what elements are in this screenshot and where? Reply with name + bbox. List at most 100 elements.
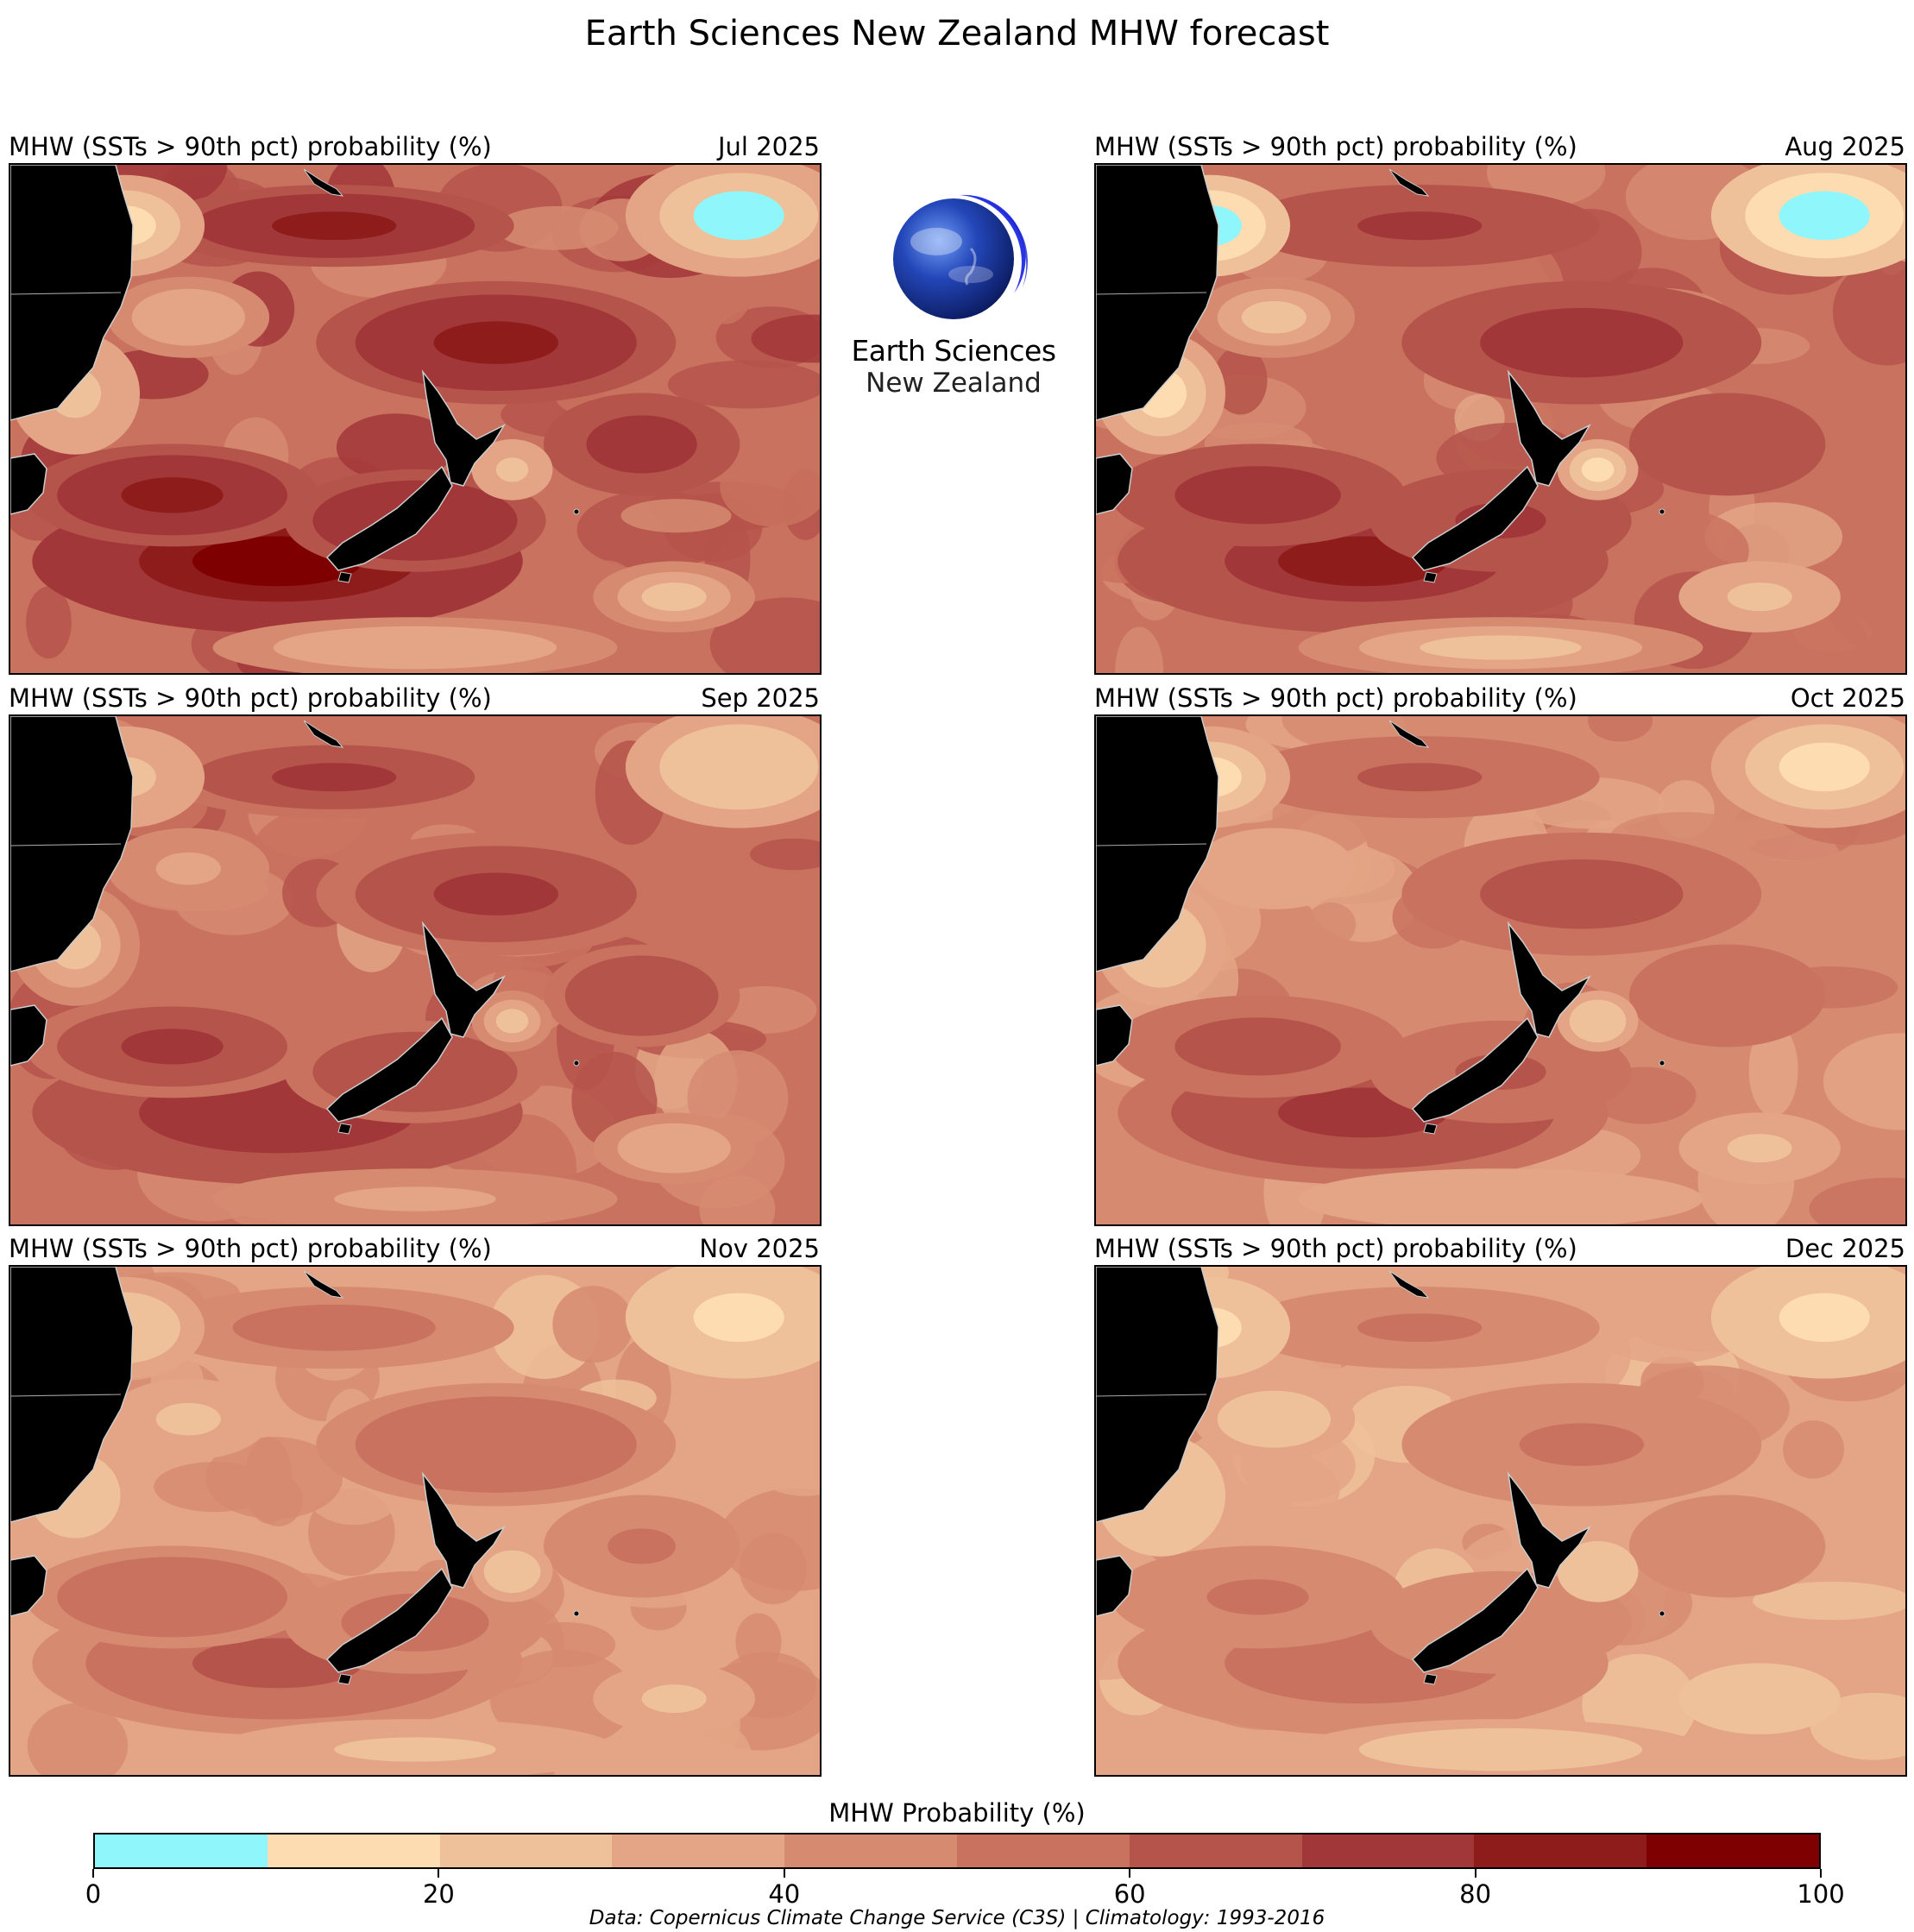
- tasmania-landmass: [1096, 1555, 1133, 1617]
- tasmania-landmass: [1096, 1004, 1133, 1067]
- chatham-islands: [1659, 508, 1665, 515]
- state-border: [10, 1394, 122, 1397]
- probability-contour: [1306, 902, 1357, 947]
- probability-contour: [1519, 321, 1645, 364]
- probability-contour: [608, 1528, 677, 1564]
- panel-month: Nov 2025: [699, 1234, 820, 1263]
- probability-contour: [1581, 457, 1615, 482]
- north-island-landmass: [1507, 369, 1591, 487]
- colorbar-segment: [439, 1834, 613, 1867]
- colorbar-tick-mark: [1129, 1869, 1131, 1878]
- state-border: [10, 292, 122, 295]
- north-island-landmass: [421, 369, 506, 487]
- probability-contour: [1779, 742, 1870, 792]
- new-caledonia-landmass: [1388, 1270, 1430, 1299]
- probability-contour: [1357, 1313, 1483, 1343]
- probability-contour: [496, 205, 619, 250]
- australia-landmass: [1096, 165, 1219, 421]
- colorbar-tick-label: 80: [1459, 1879, 1492, 1909]
- probability-contour: [1748, 1023, 1798, 1117]
- chatham-islands: [1659, 1610, 1665, 1617]
- tasmania-landmass: [10, 453, 47, 515]
- probability-contour: [1779, 191, 1870, 241]
- probability-contour: [1206, 1579, 1309, 1615]
- probability-contour: [121, 1579, 224, 1615]
- probability-contour: [1823, 1033, 1905, 1130]
- probability-contour: [1241, 1402, 1306, 1436]
- panel-month: Sep 2025: [701, 683, 820, 713]
- probability-contour: [1779, 1293, 1870, 1343]
- chatham-islands: [573, 1060, 580, 1067]
- probability-contour: [1115, 626, 1164, 673]
- map-panel-dec: [1094, 1265, 1907, 1777]
- probability-contour: [699, 1174, 776, 1224]
- colorbar-tick-mark: [438, 1869, 440, 1878]
- colorbar-tick-label: 40: [768, 1879, 801, 1909]
- probability-contour: [205, 1437, 343, 1520]
- stewart-island-landmass: [337, 1123, 352, 1135]
- panel-title: MHW (SSTs > 90th pct) probability (%): [1094, 132, 1577, 161]
- probability-contour: [641, 1684, 707, 1714]
- colorbar-tick-mark: [1820, 1869, 1822, 1878]
- probability-contour: [1693, 426, 1762, 463]
- probability-contour: [620, 499, 732, 533]
- map-panel-jul: [9, 163, 822, 675]
- stewart-island-landmass: [1423, 1673, 1438, 1685]
- probability-contour: [755, 1443, 820, 1496]
- colorbar-tick-label: 100: [1797, 1879, 1845, 1909]
- probability-contour: [495, 457, 529, 482]
- logo-text-new-zealand: New Zealand: [866, 368, 1042, 399]
- colorbar-tick-mark: [1474, 1869, 1476, 1878]
- chatham-islands: [1659, 1060, 1665, 1067]
- probability-contour: [433, 321, 559, 364]
- probability-contour: [334, 635, 496, 660]
- australia-landmass: [10, 165, 134, 421]
- probability-contour: [334, 1186, 496, 1211]
- australia-landmass: [10, 1267, 134, 1523]
- probability-contour: [552, 1286, 634, 1363]
- probability-contour: [26, 586, 72, 659]
- probability-contour: [1806, 407, 1901, 483]
- probability-contour: [641, 1134, 707, 1163]
- australia-landmass: [1096, 716, 1219, 972]
- probability-contour: [495, 1009, 529, 1034]
- colorbar-tick-mark: [92, 1869, 94, 1878]
- colorbar: [93, 1833, 1821, 1869]
- panel-month: Jul 2025: [717, 132, 820, 161]
- probability-contour: [1357, 211, 1483, 241]
- probability-contour: [1420, 1737, 1582, 1762]
- probability-contour: [1727, 1684, 1792, 1714]
- colorbar-segment: [95, 1834, 268, 1867]
- probability-contour: [641, 582, 707, 612]
- probability-contour: [693, 191, 784, 241]
- probability-contour: [1832, 258, 1905, 366]
- probability-contour: [121, 477, 224, 513]
- probability-contour: [1581, 1009, 1615, 1034]
- new-caledonia-landmass: [303, 168, 344, 197]
- stewart-island-landmass: [337, 571, 352, 583]
- australia-landmass: [10, 716, 134, 972]
- colorbar-segment: [612, 1834, 785, 1867]
- probability-contour: [749, 838, 820, 871]
- probability-contour: [693, 742, 784, 792]
- panel-title: MHW (SSTs > 90th pct) probability (%): [1094, 1234, 1577, 1263]
- probability-contour: [1588, 716, 1653, 742]
- stewart-island-landmass: [337, 1673, 352, 1685]
- probability-contour: [1782, 1420, 1845, 1479]
- data-source-caption: Data: Copernicus Climate Change Service …: [589, 1907, 1325, 1929]
- south-island-landmass: [325, 465, 453, 571]
- tasmania-landmass: [10, 1555, 47, 1617]
- panel-title: MHW (SSTs > 90th pct) probability (%): [9, 683, 492, 713]
- state-border: [10, 843, 122, 846]
- map-panel-sep: [9, 714, 822, 1226]
- map-panel-oct: [1094, 714, 1907, 1226]
- panel-month: Aug 2025: [1785, 132, 1905, 161]
- probability-contour: [1693, 1528, 1762, 1564]
- tasmania-landmass: [1096, 453, 1133, 515]
- probability-contour: [1152, 613, 1256, 673]
- panel-month: Oct 2025: [1790, 683, 1905, 713]
- probability-contour: [1420, 1186, 1582, 1211]
- new-caledonia-landmass: [1388, 720, 1430, 748]
- probability-contour: [1727, 582, 1792, 612]
- state-border: [1096, 292, 1207, 295]
